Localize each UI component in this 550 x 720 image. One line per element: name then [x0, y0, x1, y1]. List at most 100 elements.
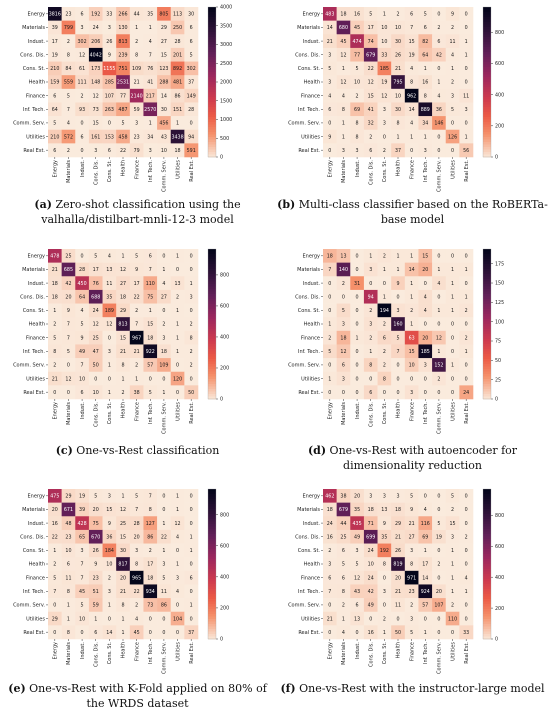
- heatmap-cell: [48, 88, 62, 103]
- colorbar-tick-label: 0: [495, 397, 498, 403]
- cell-value: 1: [342, 616, 345, 622]
- heatmap-cell: [157, 116, 172, 131]
- colorbar-segment: [483, 249, 491, 252]
- cell-value: 13: [174, 281, 180, 287]
- cell-value: 5: [53, 575, 56, 581]
- cell-value: 0: [328, 308, 331, 314]
- heatmap-cell: [350, 371, 365, 386]
- heatmap-cell: [129, 557, 144, 572]
- cells-group: 483 18 16 5 1 2 6 5 0 9 014 680 45 17 10 10 7 6 2 2 021 45 474…: [323, 7, 474, 158]
- heatmap-cell: [184, 570, 199, 585]
- cell-value: 0: [451, 630, 454, 636]
- heatmap-cell: [184, 75, 199, 90]
- x-tick-label: Cons. St.: [382, 160, 388, 183]
- heatmap-cell: [350, 344, 365, 359]
- cell-value: 41: [368, 107, 374, 113]
- colorbar-segment: [208, 631, 216, 635]
- colorbar-tick-label: 3500: [220, 23, 232, 29]
- colorbar-frame: [207, 248, 217, 400]
- heatmap-cell: [170, 557, 185, 572]
- cell-value: 50: [395, 630, 401, 636]
- cell-value: 86: [147, 534, 153, 540]
- heatmap-cell: [323, 276, 337, 291]
- heatmap-cell: [459, 303, 474, 318]
- heatmap-cell: [336, 385, 351, 400]
- cell-value: 1: [369, 254, 372, 260]
- colorbar-segment: [483, 559, 491, 562]
- heatmap-cell: [323, 75, 337, 90]
- cell-value: 0: [437, 294, 440, 300]
- cell-value: 0: [451, 322, 454, 328]
- cell-value: 6: [356, 603, 359, 609]
- cell-value: 15: [409, 349, 415, 355]
- heatmap-cell: [116, 262, 131, 277]
- cell-value: 57: [147, 363, 153, 369]
- cell-value: 12: [93, 93, 99, 99]
- heatmap-cell: [432, 47, 447, 62]
- heatmap-cell: [129, 358, 144, 373]
- cell-value: 5: [396, 335, 399, 341]
- colorbar-segment: [208, 14, 216, 18]
- heatmap-cell: [157, 303, 172, 318]
- cell-value: 3: [356, 148, 359, 154]
- heatmap-cell: [157, 276, 172, 291]
- heatmap-cell: [102, 529, 117, 544]
- cell-value: 1: [149, 25, 152, 31]
- colorbar-segment: [483, 62, 491, 65]
- colorbar-segment: [208, 69, 216, 73]
- heatmap-cell: [102, 317, 117, 332]
- cell-value: 173: [91, 66, 100, 72]
- y-tick-label: Energy: [27, 12, 45, 18]
- x-tick-label: Cons. St.: [107, 160, 113, 183]
- heatmap-cell: [363, 344, 378, 359]
- colorbar-segment: [483, 324, 491, 327]
- heatmap-cell: [102, 516, 117, 531]
- cell-value: 2: [135, 308, 138, 314]
- cell-value: 0: [437, 254, 440, 260]
- colorbar-segment: [208, 546, 216, 550]
- cell-value: 572: [64, 134, 73, 140]
- cell-value: 6: [94, 630, 97, 636]
- cell-value: 30: [188, 12, 194, 18]
- heatmap-cell: [445, 529, 460, 544]
- cell-value: 1: [176, 121, 179, 127]
- heatmap-cell: [102, 289, 117, 304]
- heatmap-cell: [323, 385, 337, 400]
- cell-value: 3: [356, 548, 359, 554]
- heatmap-cell: [157, 385, 172, 400]
- y-tick-label: Utilities: [301, 616, 320, 622]
- cell-value: 2: [383, 148, 386, 154]
- heatmap-cell: [129, 611, 144, 626]
- colorbar-segment: [208, 99, 216, 103]
- cell-value: 1: [190, 603, 193, 609]
- heatmap-cell: [143, 249, 158, 263]
- colorbar-segment: [208, 549, 216, 552]
- heatmap-cell: [61, 34, 76, 49]
- heatmap-cell: [129, 516, 144, 531]
- heatmap-cell: [157, 129, 172, 144]
- heatmap-cell: [391, 570, 406, 585]
- colorbar-segment: [208, 321, 216, 325]
- colorbar-segment: [483, 586, 491, 590]
- cell-value: 965: [132, 575, 141, 581]
- panel-e: 475 29 19 5 3 1 5 7 0 1 0 20 671 39 20 15 12 7 8 0 1 0 16 48 428…: [0, 482, 275, 720]
- cell-value: 3: [176, 575, 179, 581]
- heatmap-cell: [75, 358, 90, 373]
- y-tick-label: Materials: [297, 507, 320, 513]
- colorbar-segment: [483, 74, 491, 78]
- y-tick-label: Cons. Dis.: [20, 52, 45, 58]
- heatmap-cell: [102, 330, 117, 345]
- heatmap-cell: [418, 129, 433, 144]
- heatmap-cell: [418, 7, 433, 21]
- cell-value: 1: [53, 548, 56, 554]
- cell-value: 17: [52, 39, 58, 45]
- heatmap-cell: [129, 143, 144, 158]
- colorbar-segment: [483, 576, 491, 580]
- heatmap-cell: [143, 611, 158, 626]
- y-tick-label: Indust.: [28, 521, 46, 527]
- heatmap-cell: [170, 543, 185, 558]
- heatmap-cell: [363, 611, 378, 626]
- colorbar-segment: [483, 24, 491, 28]
- cell-value: 3: [328, 80, 331, 86]
- colorbar-segment: [208, 289, 216, 292]
